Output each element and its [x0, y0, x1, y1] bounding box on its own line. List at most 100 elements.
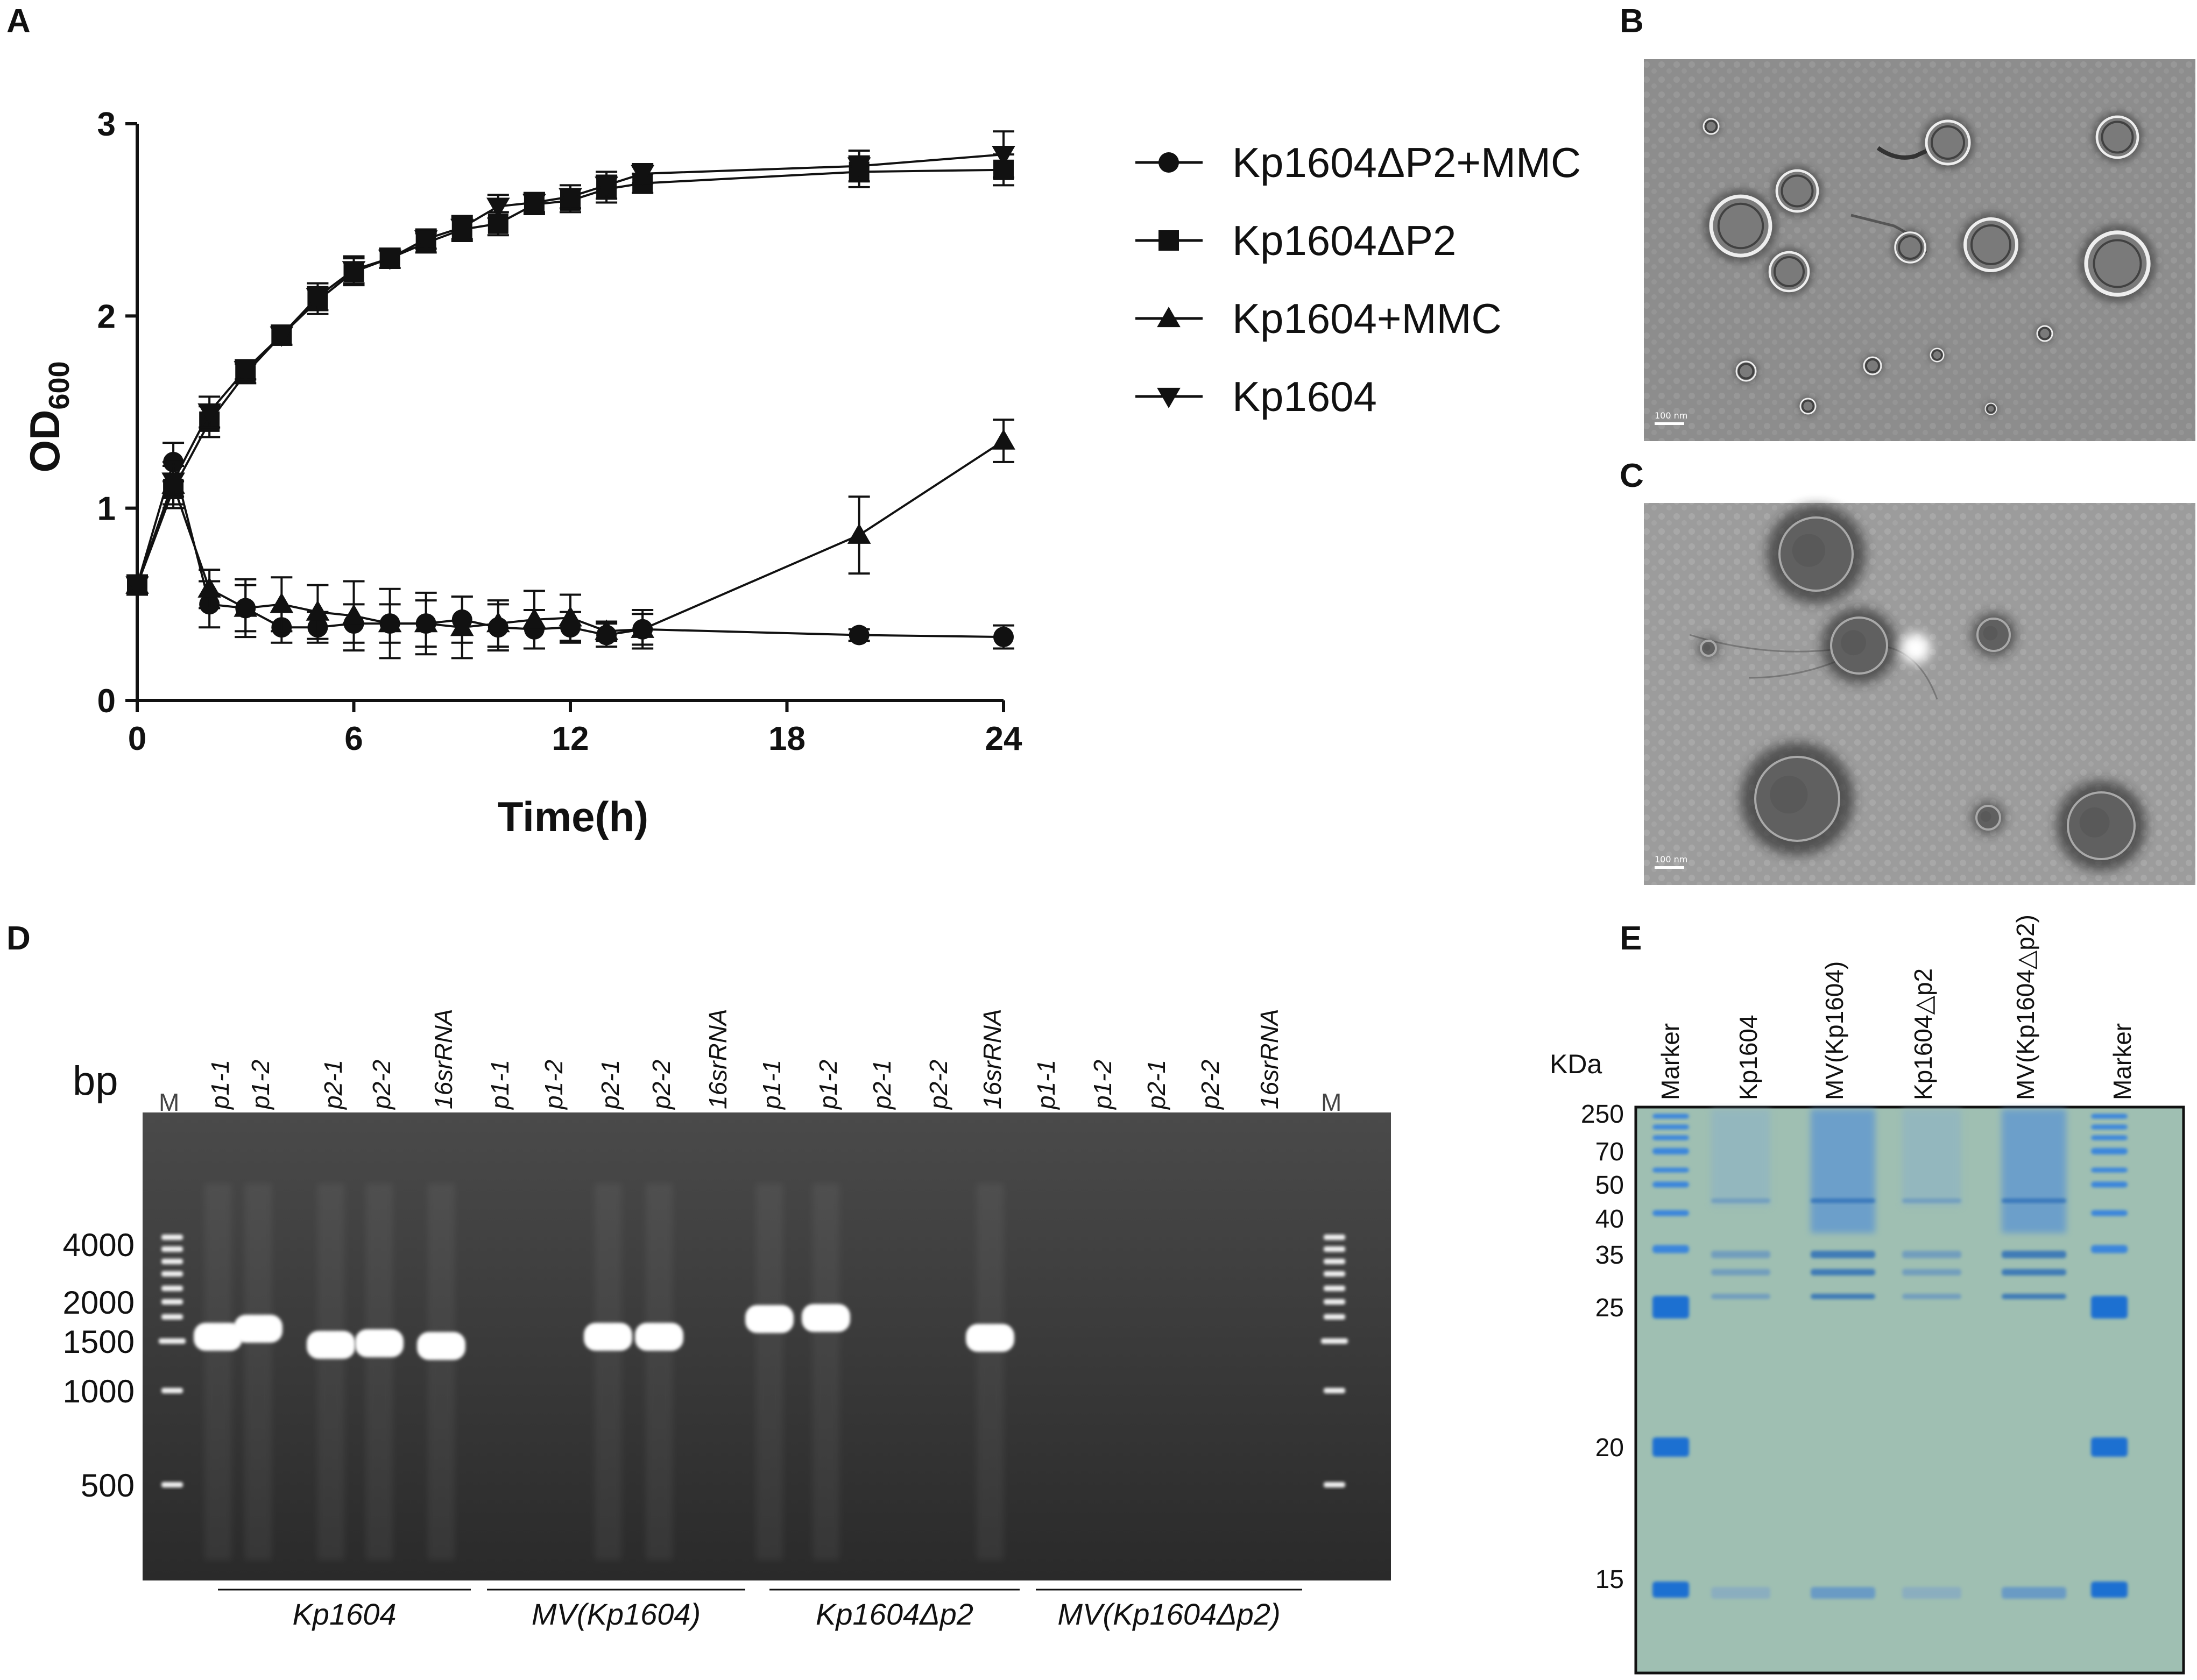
- size-labels: 250 70 50 40 35 25 20 15: [1581, 1100, 1624, 1594]
- marker-band: [1652, 1124, 1689, 1130]
- lane-smear: [813, 1183, 839, 1560]
- vesicle-inner: [1898, 235, 1923, 260]
- y-tick-label: 2: [97, 298, 116, 335]
- ladder-band: [1321, 1338, 1348, 1344]
- sds-page-gel: KDa Marker Kp1604 MV(Kp1604) Kp1604△p2 MV(Kp…: [1550, 915, 2185, 1675]
- lane-label: p2-1: [319, 1060, 347, 1110]
- ladder-band: [161, 1271, 183, 1277]
- protein-band: [1711, 1294, 1770, 1299]
- size-label: 25: [1595, 1294, 1624, 1322]
- ladder-band: [1324, 1286, 1345, 1291]
- svg-text:OD600: OD600: [21, 361, 75, 472]
- protein-band: [1902, 1269, 1961, 1275]
- series-2: [125, 419, 1015, 660]
- data-point: [197, 577, 222, 598]
- size-label: 1000: [63, 1373, 135, 1409]
- ladder-band: [1324, 1482, 1345, 1487]
- legend: Kp1604ΔP2+MMC Kp1604ΔP2 Kp1604+MMC Kp1604: [1135, 139, 1581, 420]
- data-point: [125, 576, 149, 597]
- lane-label: p1-2: [1089, 1060, 1117, 1110]
- protein-band: [1711, 1251, 1770, 1258]
- protein-band: [2002, 1199, 2066, 1203]
- marker-band: [2091, 1296, 2128, 1319]
- marker-band: [2091, 1114, 2128, 1119]
- data-point: [847, 523, 871, 544]
- y-axis-label-main: OD: [21, 410, 68, 473]
- lane-label: p1-1: [206, 1060, 234, 1110]
- vesicle-inner: [1801, 399, 1815, 413]
- marker-band: [2091, 1582, 2128, 1598]
- vesicle-inner: [1986, 403, 1996, 414]
- protein-band: [1811, 1269, 1875, 1275]
- marker-band: [2091, 1181, 2128, 1188]
- tem-image-b: 100 nm: [1644, 59, 2195, 441]
- x-axis-label: Time(h): [498, 793, 648, 840]
- protein-band: [1811, 1587, 1875, 1599]
- marker-band: [1652, 1135, 1689, 1140]
- tem-image-c: 100 nm: [1644, 503, 2195, 885]
- x-tick-label: 0: [128, 720, 146, 757]
- marker-band: [2091, 1245, 2128, 1253]
- vesicle: [2084, 230, 2151, 297]
- size-label: 50: [1595, 1171, 1624, 1200]
- marker-band: [2091, 1135, 2128, 1140]
- ladder-band: [161, 1482, 183, 1487]
- data-point: [378, 249, 402, 270]
- legend-marker: [1157, 307, 1181, 328]
- marker-band: [2091, 1148, 2128, 1154]
- lane-label: Kp1604△p2: [1909, 968, 1937, 1100]
- size-label: 70: [1595, 1138, 1624, 1166]
- lane-label: p2-2: [368, 1060, 395, 1110]
- data-point: [631, 617, 655, 638]
- y-tick-label: 3: [97, 106, 116, 143]
- marker-band: [1652, 1181, 1689, 1188]
- series-3: [125, 130, 1015, 597]
- ladder-band: [161, 1235, 183, 1240]
- vesicle-inner: [1704, 119, 1718, 133]
- ladder-band: [161, 1286, 183, 1291]
- vesicle-inner: [1770, 776, 1808, 814]
- x-tick-label: 6: [344, 720, 363, 757]
- protein-band: [1902, 1294, 1961, 1299]
- lane-smear: [646, 1183, 673, 1560]
- data-point: [522, 194, 546, 215]
- data-point: [234, 596, 258, 617]
- data-point: [559, 188, 582, 209]
- marker-band: [2091, 1167, 2128, 1173]
- group-label: Kp1604: [292, 1597, 396, 1631]
- vesicle-inner: [1737, 363, 1755, 380]
- ladder-band: [1324, 1299, 1345, 1305]
- lane-label: p1-1: [486, 1060, 514, 1110]
- lane-label: p1-1: [1032, 1060, 1060, 1110]
- lane-label: p2-2: [647, 1060, 675, 1110]
- size-label: 250: [1581, 1100, 1624, 1129]
- data-point: [270, 326, 294, 347]
- protein-band: [1811, 1251, 1875, 1258]
- protein-smear: [2002, 1109, 2066, 1233]
- data-point: [450, 218, 474, 239]
- series-layer: [125, 130, 1015, 660]
- series-line: [136, 153, 1004, 586]
- legend-marker: [1158, 152, 1179, 173]
- lane-label: p2-1: [596, 1060, 624, 1110]
- marker-band: [1652, 1210, 1689, 1216]
- vesicle-inner: [1865, 358, 1880, 373]
- panel-label-b: B: [1620, 3, 1644, 40]
- protein-band: [1711, 1199, 1770, 1203]
- lane-label: p2-1: [1142, 1060, 1170, 1110]
- vesicle-inner: [1931, 125, 1965, 160]
- vesicle-inner: [1774, 256, 1805, 287]
- lane-label: 16srRNA: [704, 1009, 732, 1109]
- size-label: 40: [1595, 1205, 1624, 1234]
- legend-entry: Kp1604ΔP2+MMC: [1232, 139, 1581, 186]
- x-tick-label: 24: [985, 720, 1022, 757]
- protein-band: [2002, 1294, 2066, 1299]
- y-tick-label: 1: [97, 491, 116, 528]
- lane-smear: [756, 1183, 783, 1560]
- vesicle-inner: [1717, 202, 1764, 250]
- data-point: [631, 165, 655, 186]
- kda-unit-label: KDa: [1550, 1049, 1602, 1079]
- vesicle-inner: [1841, 630, 1867, 656]
